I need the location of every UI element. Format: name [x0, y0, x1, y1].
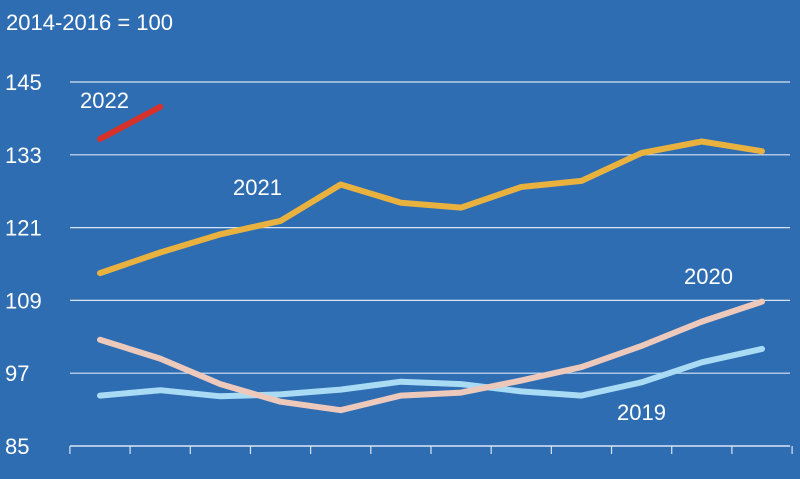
y-tick-label: 145 — [5, 70, 42, 95]
y-tick-label: 121 — [5, 216, 42, 241]
y-tick-label: 97 — [5, 361, 29, 386]
x-axis-ticks — [69, 446, 793, 454]
unit-note: 2014-2016 = 100 — [6, 10, 173, 35]
series-label-2021: 2021 — [233, 175, 282, 200]
y-tick-label: 133 — [5, 143, 42, 168]
series-label-2019: 2019 — [617, 400, 666, 425]
series-line-2021 — [97, 138, 765, 277]
series-line-2019 — [97, 345, 765, 400]
series-lines — [97, 103, 765, 414]
series-label-2020: 2020 — [684, 264, 733, 289]
series-line-2020 — [97, 298, 765, 414]
y-tick-label: 85 — [5, 434, 29, 459]
y-tick-label: 109 — [5, 288, 42, 313]
series-label-2022: 2022 — [80, 88, 129, 113]
series-labels: 2022 2021 2020 2019 — [80, 88, 733, 425]
y-axis-ticks: 85 97 109 121 133 145 — [5, 70, 42, 459]
series-line-2022 — [97, 103, 164, 142]
